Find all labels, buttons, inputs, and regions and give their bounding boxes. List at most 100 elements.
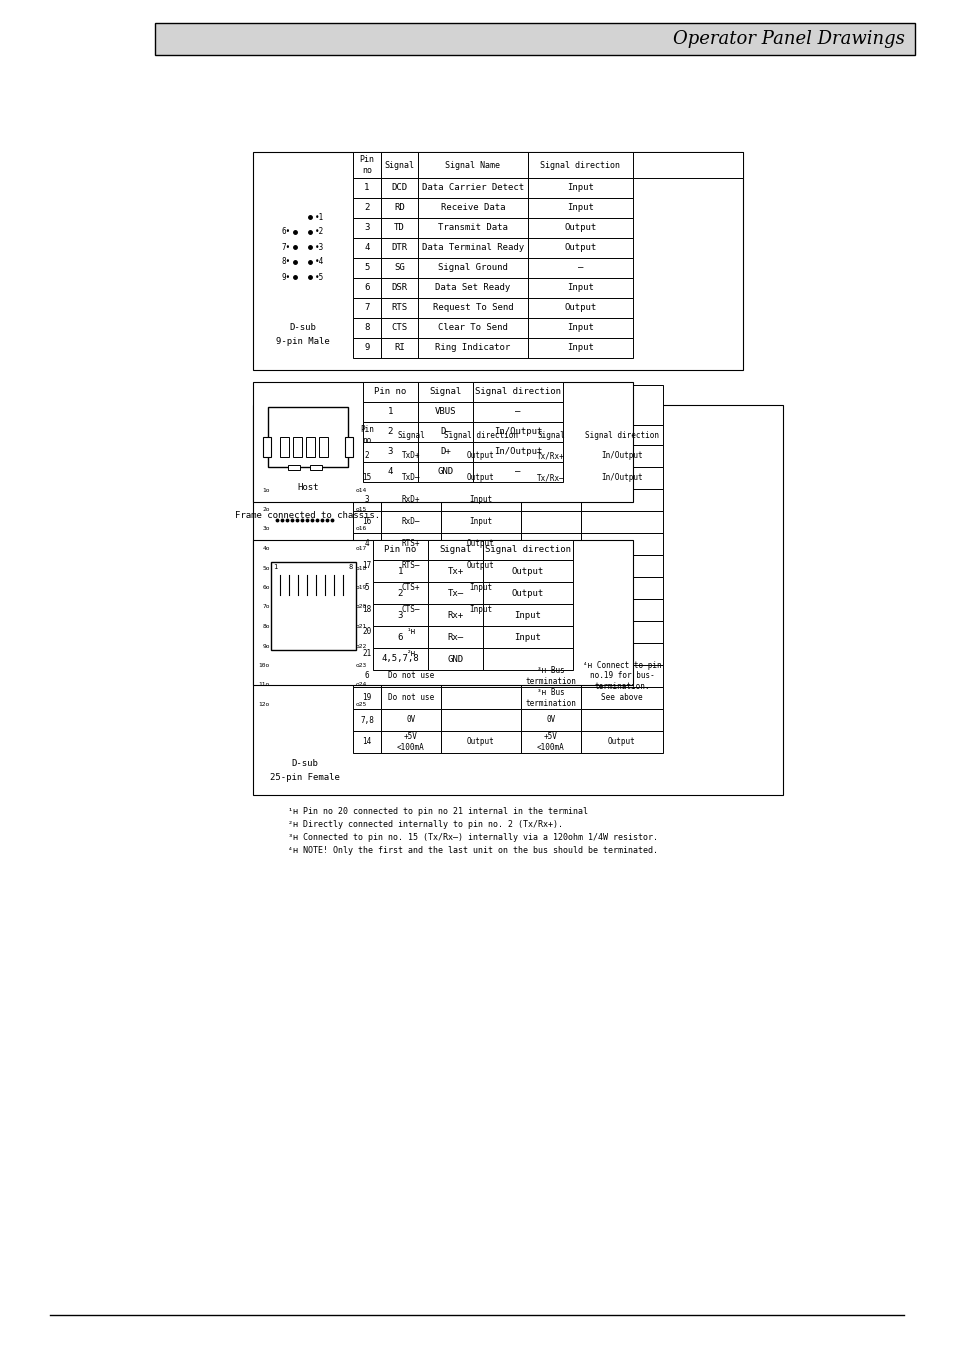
Text: Request To Send: Request To Send: [433, 304, 513, 312]
Text: 7o: 7o: [262, 605, 270, 609]
Bar: [440, 512, 520, 533]
Text: +5V
<100mA: +5V <100mA: [537, 732, 564, 752]
Text: Tx–: Tx–: [447, 589, 463, 598]
Bar: [520, 425, 580, 446]
Text: 17: 17: [362, 562, 372, 571]
Bar: [520, 643, 580, 666]
Bar: [363, 441, 417, 462]
Bar: [527, 338, 633, 358]
Text: Do not use: Do not use: [388, 671, 434, 680]
Text: Pin no: Pin no: [384, 545, 416, 555]
Bar: [353, 621, 380, 643]
Text: ³ʜ Bus
termination: ³ʜ Bus termination: [525, 667, 576, 686]
Text: +5V
<100mA: +5V <100mA: [396, 732, 424, 752]
Bar: [580, 576, 662, 599]
Text: ¹ʜ: ¹ʜ: [406, 628, 416, 636]
Bar: [440, 730, 520, 753]
Bar: [580, 425, 662, 446]
Text: 4o: 4o: [262, 545, 270, 551]
Text: 5: 5: [364, 263, 370, 273]
Text: Signal direction: Signal direction: [443, 431, 517, 440]
Bar: [473, 462, 562, 482]
Text: 10o: 10o: [258, 663, 270, 668]
Bar: [520, 666, 580, 687]
Bar: [380, 576, 440, 599]
Text: RTS+: RTS+: [401, 540, 420, 548]
Bar: [353, 258, 380, 278]
Bar: [280, 437, 289, 458]
Text: Signal direction: Signal direction: [475, 387, 560, 397]
Bar: [417, 319, 527, 338]
Text: 1o: 1o: [262, 487, 270, 493]
Text: Ring Indicator: Ring Indicator: [435, 343, 510, 352]
Bar: [417, 153, 527, 178]
Bar: [380, 298, 417, 319]
Text: ⁴ʜ NOTE! Only the first and the last unit on the bus should be terminated.: ⁴ʜ NOTE! Only the first and the last uni…: [288, 846, 658, 855]
Text: CTS+: CTS+: [401, 583, 420, 593]
Text: GND: GND: [437, 467, 453, 477]
Bar: [580, 730, 662, 753]
Bar: [473, 441, 562, 462]
Text: 15: 15: [362, 474, 372, 482]
Text: Signal direction: Signal direction: [584, 431, 659, 440]
Bar: [440, 555, 520, 576]
Bar: [520, 467, 580, 489]
Bar: [353, 599, 380, 621]
Text: 3: 3: [397, 610, 403, 620]
Text: –: –: [578, 263, 582, 273]
Text: Data Carrier Detect: Data Carrier Detect: [421, 184, 523, 193]
Text: CTS: CTS: [391, 324, 407, 332]
Bar: [417, 441, 473, 462]
Bar: [353, 298, 380, 319]
Bar: [520, 576, 580, 599]
Bar: [353, 555, 380, 576]
Text: Tx/Rx–: Tx/Rx–: [537, 474, 564, 482]
Bar: [353, 489, 380, 512]
Text: 7,8: 7,8: [359, 716, 374, 725]
Text: o21: o21: [355, 624, 367, 629]
Text: 6: 6: [397, 633, 403, 641]
Text: ⁴ʜ Connect to pin
no.19 for bus-
termination.: ⁴ʜ Connect to pin no.19 for bus- termina…: [582, 662, 660, 691]
Text: RI: RI: [394, 343, 404, 352]
Bar: [440, 576, 520, 599]
Bar: [253, 405, 782, 795]
Bar: [380, 512, 440, 533]
Text: o20: o20: [355, 605, 367, 609]
Text: Signal direction: Signal direction: [540, 161, 619, 170]
Bar: [428, 648, 482, 670]
Text: GND: GND: [447, 655, 463, 663]
Bar: [293, 437, 302, 458]
Text: 4,5,7,8: 4,5,7,8: [381, 655, 419, 663]
Bar: [417, 278, 527, 298]
Bar: [363, 402, 417, 423]
Bar: [373, 603, 428, 626]
Text: Output: Output: [607, 737, 636, 747]
Text: 9o: 9o: [262, 644, 270, 648]
Text: Clear To Send: Clear To Send: [437, 324, 507, 332]
Text: o24: o24: [355, 683, 367, 687]
Text: 6: 6: [364, 284, 370, 293]
Bar: [428, 582, 482, 603]
Bar: [440, 425, 520, 446]
Bar: [580, 621, 662, 643]
Bar: [154, 23, 914, 55]
Bar: [428, 603, 482, 626]
Bar: [373, 560, 428, 582]
Bar: [520, 621, 580, 643]
Bar: [353, 709, 380, 730]
Bar: [380, 338, 417, 358]
Bar: [428, 560, 482, 582]
Text: 16: 16: [362, 517, 372, 526]
Text: SG: SG: [394, 263, 404, 273]
Text: Receive Data: Receive Data: [440, 204, 505, 212]
FancyBboxPatch shape: [257, 194, 346, 315]
Bar: [580, 446, 662, 467]
Text: o18: o18: [355, 566, 367, 571]
Text: RD: RD: [394, 204, 404, 212]
Bar: [353, 153, 380, 178]
Bar: [520, 709, 580, 730]
Bar: [353, 278, 380, 298]
Bar: [353, 238, 380, 258]
Text: Input: Input: [469, 517, 492, 526]
Text: 6•: 6•: [281, 228, 291, 236]
